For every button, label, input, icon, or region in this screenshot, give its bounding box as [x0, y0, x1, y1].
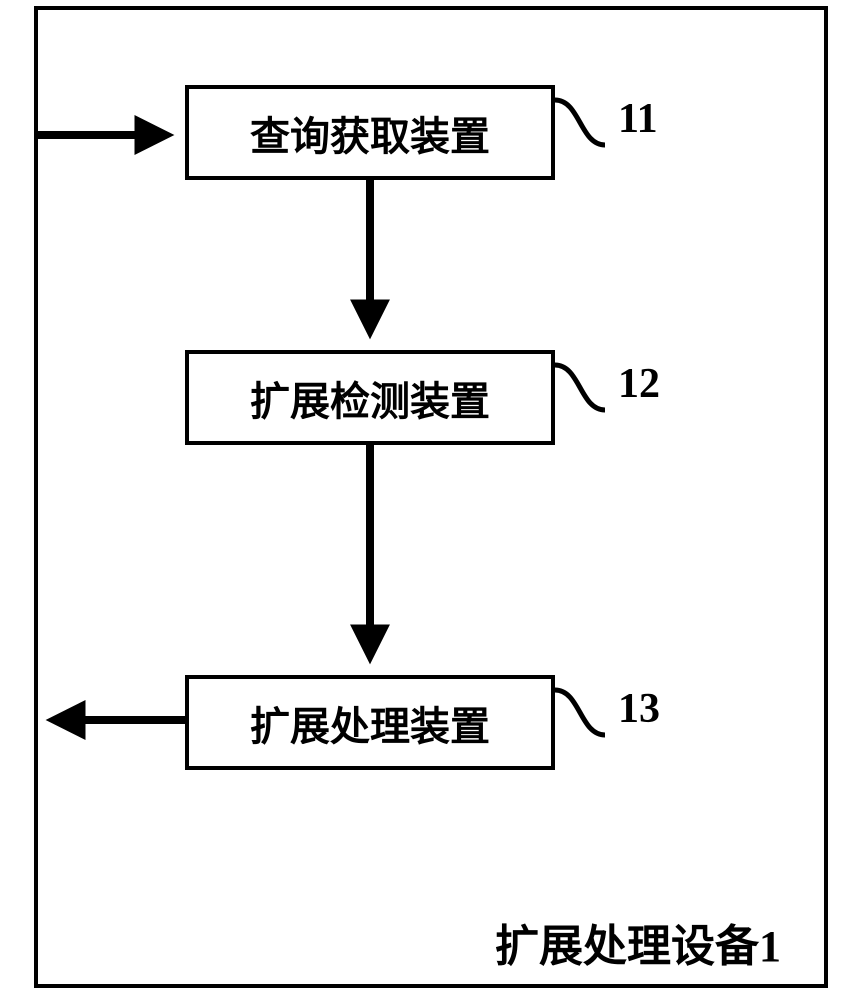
node-label: 查询获取装置	[250, 104, 490, 162]
device-caption: 扩展处理设备1	[495, 910, 781, 974]
node-extend-process: 扩展处理装置	[185, 675, 555, 770]
node-label: 扩展处理装置	[250, 694, 490, 752]
node-label: 扩展检测装置	[250, 369, 490, 427]
node-tag-12: 12	[618, 360, 660, 408]
node-extend-detect: 扩展检测装置	[185, 350, 555, 445]
node-tag-13: 13	[618, 685, 660, 733]
diagram-canvas: 查询获取装置 扩展检测装置 扩展处理装置 11 12 13 扩展处理设备1	[0, 0, 843, 1000]
node-query-acquire: 查询获取装置	[185, 85, 555, 180]
node-tag-11: 11	[618, 95, 658, 143]
